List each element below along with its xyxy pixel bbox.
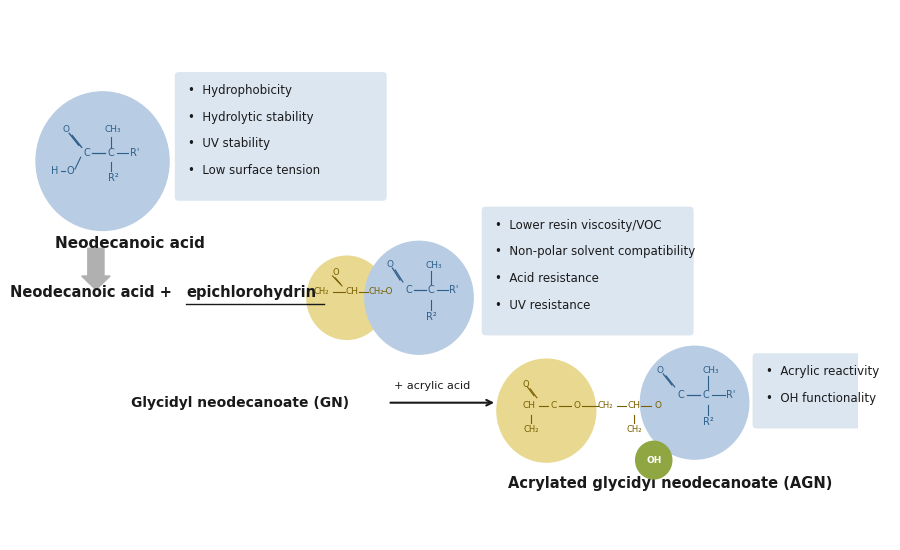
Text: CH₂: CH₂ (313, 287, 328, 296)
Circle shape (36, 92, 169, 230)
Text: O: O (657, 366, 664, 375)
Text: CH₃: CH₃ (426, 261, 443, 270)
Text: R²: R² (108, 173, 119, 183)
Text: C: C (703, 390, 709, 400)
Text: epichlorohydrin: epichlorohydrin (186, 285, 316, 300)
Text: O: O (387, 260, 394, 268)
Text: •  Non-polar solvent compatibility: • Non-polar solvent compatibility (495, 245, 696, 258)
Text: Acrylated glycidyl neodecanoate (AGN): Acrylated glycidyl neodecanoate (AGN) (508, 476, 832, 491)
Text: R': R' (130, 148, 140, 158)
Text: R': R' (726, 390, 735, 400)
Text: CH₂: CH₂ (598, 401, 613, 410)
Text: O: O (63, 125, 70, 134)
Text: H: H (51, 166, 59, 176)
FancyBboxPatch shape (752, 353, 900, 428)
Text: R²: R² (426, 312, 436, 322)
Text: CH₂: CH₂ (368, 287, 384, 296)
Text: C: C (108, 148, 114, 158)
Text: •  Acrylic reactivity: • Acrylic reactivity (766, 365, 879, 378)
Text: •  Low surface tension: • Low surface tension (188, 164, 320, 177)
Text: •  OH functionality: • OH functionality (766, 392, 876, 405)
Text: O: O (573, 401, 580, 410)
Text: CH₂: CH₂ (626, 425, 642, 434)
Text: –O: –O (382, 287, 393, 296)
Text: C: C (405, 285, 412, 295)
Text: CH: CH (627, 401, 640, 410)
Text: CH: CH (523, 401, 536, 410)
Text: O: O (332, 267, 338, 277)
Text: CH₂: CH₂ (524, 425, 539, 434)
Text: C: C (428, 285, 435, 295)
FancyArrow shape (82, 248, 110, 290)
Text: R²: R² (703, 416, 714, 426)
Circle shape (497, 359, 596, 462)
Text: C: C (83, 148, 90, 158)
Text: O: O (654, 401, 661, 410)
Text: •  Hydrophobicity: • Hydrophobicity (188, 84, 292, 97)
Text: R': R' (449, 285, 459, 295)
Text: •  Hydrolytic stability: • Hydrolytic stability (188, 111, 314, 124)
Text: •  UV resistance: • UV resistance (495, 299, 590, 312)
Text: •  Lower resin viscosity/VOC: • Lower resin viscosity/VOC (495, 218, 662, 232)
Circle shape (307, 256, 387, 339)
Text: O: O (67, 166, 74, 176)
Text: O: O (522, 381, 529, 389)
Text: CH: CH (345, 287, 358, 296)
Text: CH₃: CH₃ (104, 125, 122, 134)
Circle shape (364, 241, 473, 354)
Text: OH: OH (646, 455, 662, 465)
Text: •  UV stability: • UV stability (188, 138, 270, 150)
Circle shape (635, 441, 671, 479)
Text: CH₃: CH₃ (702, 366, 719, 375)
FancyBboxPatch shape (175, 72, 387, 201)
Circle shape (641, 346, 749, 459)
Text: C: C (551, 401, 557, 410)
Text: Neodecanoic acid: Neodecanoic acid (55, 236, 205, 251)
Text: Glycidyl neodecanoate (GN): Glycidyl neodecanoate (GN) (131, 395, 349, 410)
FancyBboxPatch shape (482, 207, 694, 336)
Text: C: C (678, 390, 685, 400)
Text: + acrylic acid: + acrylic acid (394, 381, 471, 391)
Text: Neodecanoic acid +: Neodecanoic acid + (11, 285, 177, 300)
Text: •  Acid resistance: • Acid resistance (495, 272, 598, 285)
